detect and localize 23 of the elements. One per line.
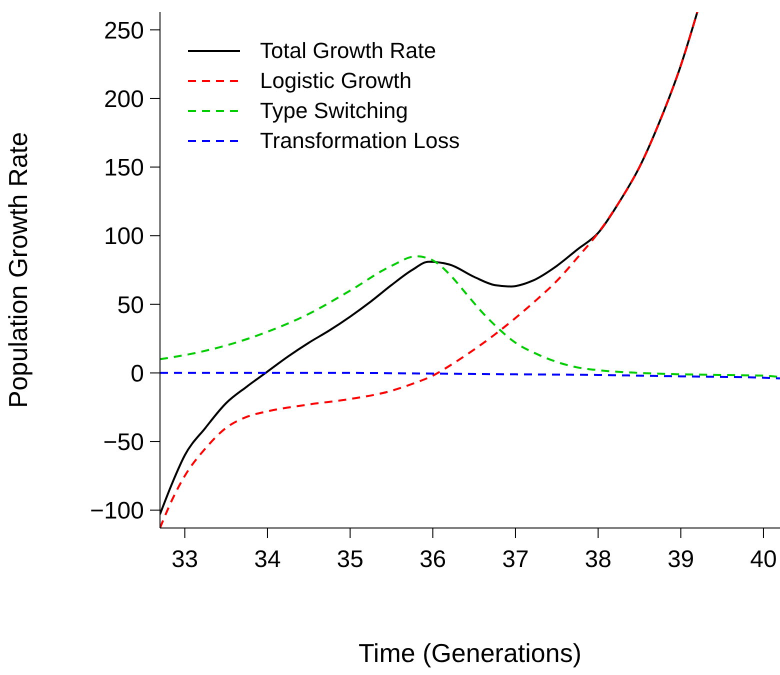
y-tick-label: 150 (104, 154, 144, 182)
y-tick-label: 250 (104, 17, 144, 44)
y-tick-label: 50 (117, 292, 144, 319)
y-tick-label: −50 (103, 429, 144, 456)
legend-label: Logistic Growth (260, 67, 412, 95)
x-tick-label: 35 (336, 546, 364, 574)
y-tick-label: 0 (130, 360, 144, 388)
x-tick-label: 39 (667, 546, 694, 574)
x-tick-label: 37 (502, 546, 529, 574)
legend-label: Total Growth Rate (260, 37, 436, 65)
legend-label: Transformation Loss (260, 127, 460, 155)
x-tick-label: 38 (584, 546, 612, 574)
line-series (160, 255, 780, 378)
y-axis-title: Population Growth Rate (3, 132, 34, 408)
x-tick-label: 36 (419, 546, 446, 574)
x-tick-label: 40 (750, 546, 777, 574)
y-tick-label: 100 (104, 223, 144, 250)
x-tick-label: 34 (254, 546, 281, 574)
legend-label: Type Switching (260, 97, 408, 125)
y-tick-label: −100 (90, 498, 144, 525)
x-axis-title: Time (Generations) (358, 638, 582, 668)
y-tick-label: 200 (104, 86, 144, 113)
x-tick-label: 33 (171, 546, 198, 574)
